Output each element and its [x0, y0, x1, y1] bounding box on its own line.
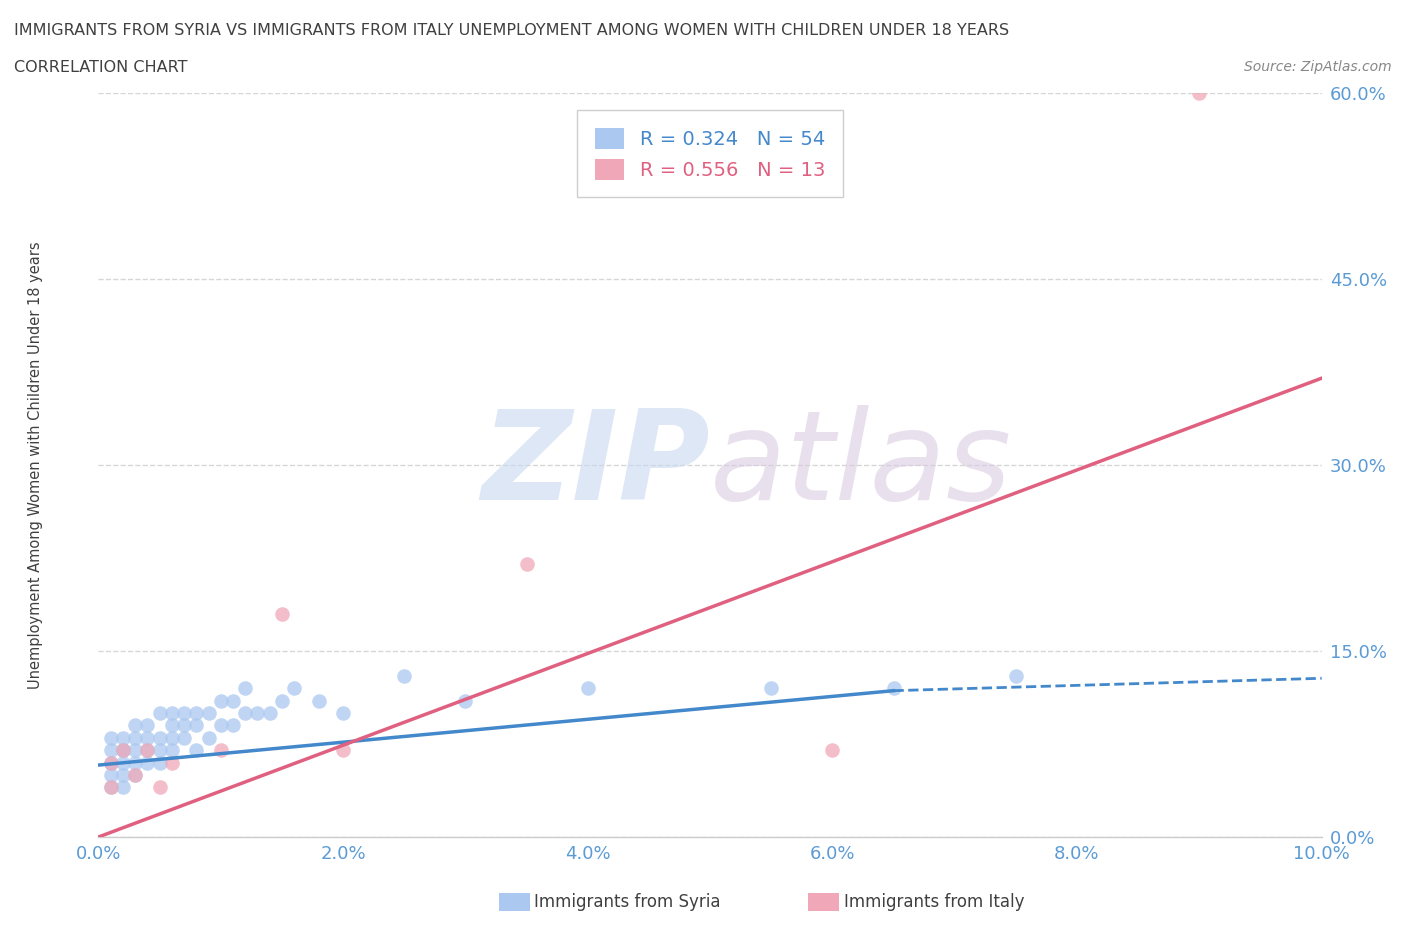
- Text: Immigrants from Syria: Immigrants from Syria: [534, 893, 721, 911]
- Point: [160, 755, 183, 770]
- Point: [136, 730, 159, 745]
- Point: [160, 730, 183, 745]
- Point: [173, 706, 195, 721]
- Point: [160, 706, 183, 721]
- Point: [100, 743, 122, 758]
- Point: [1188, 86, 1211, 100]
- Point: [883, 681, 905, 696]
- Point: [186, 706, 208, 721]
- Text: atlas: atlas: [710, 405, 1012, 525]
- Point: [173, 730, 195, 745]
- Point: [246, 706, 269, 721]
- Point: [197, 706, 219, 721]
- Point: [222, 718, 245, 733]
- Text: Source: ZipAtlas.com: Source: ZipAtlas.com: [1244, 60, 1392, 74]
- Point: [100, 755, 122, 770]
- Point: [149, 743, 172, 758]
- Point: [186, 743, 208, 758]
- Point: [186, 718, 208, 733]
- Point: [124, 730, 146, 745]
- Point: [100, 755, 122, 770]
- Point: [124, 718, 146, 733]
- Point: [100, 780, 122, 795]
- Point: [1004, 669, 1026, 684]
- Point: [136, 755, 159, 770]
- Point: [160, 718, 183, 733]
- Point: [149, 730, 172, 745]
- Point: [209, 693, 232, 708]
- Point: [136, 743, 159, 758]
- Point: [100, 730, 122, 745]
- Point: [111, 730, 134, 745]
- Point: [136, 718, 159, 733]
- Point: [124, 755, 146, 770]
- Point: [160, 743, 183, 758]
- Point: [197, 730, 219, 745]
- Point: [222, 693, 245, 708]
- Point: [270, 606, 292, 621]
- Point: [111, 743, 134, 758]
- Point: [759, 681, 782, 696]
- Point: [100, 780, 122, 795]
- Point: [392, 669, 416, 684]
- Point: [332, 706, 354, 721]
- Text: CORRELATION CHART: CORRELATION CHART: [14, 60, 187, 75]
- Point: [233, 706, 256, 721]
- Point: [111, 743, 134, 758]
- Point: [270, 693, 292, 708]
- Point: [821, 743, 844, 758]
- Point: [233, 681, 256, 696]
- Point: [149, 780, 172, 795]
- Point: [100, 767, 122, 782]
- Legend: R = 0.324   N = 54, R = 0.556   N = 13: R = 0.324 N = 54, R = 0.556 N = 13: [578, 110, 842, 197]
- Point: [124, 767, 146, 782]
- Point: [124, 767, 146, 782]
- Point: [136, 743, 159, 758]
- Text: IMMIGRANTS FROM SYRIA VS IMMIGRANTS FROM ITALY UNEMPLOYMENT AMONG WOMEN WITH CHI: IMMIGRANTS FROM SYRIA VS IMMIGRANTS FROM…: [14, 23, 1010, 38]
- Point: [111, 767, 134, 782]
- Point: [308, 693, 330, 708]
- Text: Immigrants from Italy: Immigrants from Italy: [844, 893, 1024, 911]
- Point: [259, 706, 281, 721]
- Point: [111, 743, 134, 758]
- Point: [209, 743, 232, 758]
- Point: [332, 743, 354, 758]
- Point: [516, 557, 538, 572]
- Text: ZIP: ZIP: [481, 405, 710, 525]
- Point: [576, 681, 599, 696]
- Point: [111, 780, 134, 795]
- Point: [173, 718, 195, 733]
- Point: [454, 693, 477, 708]
- Point: [124, 743, 146, 758]
- Point: [149, 706, 172, 721]
- Text: Unemployment Among Women with Children Under 18 years: Unemployment Among Women with Children U…: [28, 241, 42, 689]
- Point: [149, 755, 172, 770]
- Point: [283, 681, 305, 696]
- Point: [111, 755, 134, 770]
- Point: [209, 718, 232, 733]
